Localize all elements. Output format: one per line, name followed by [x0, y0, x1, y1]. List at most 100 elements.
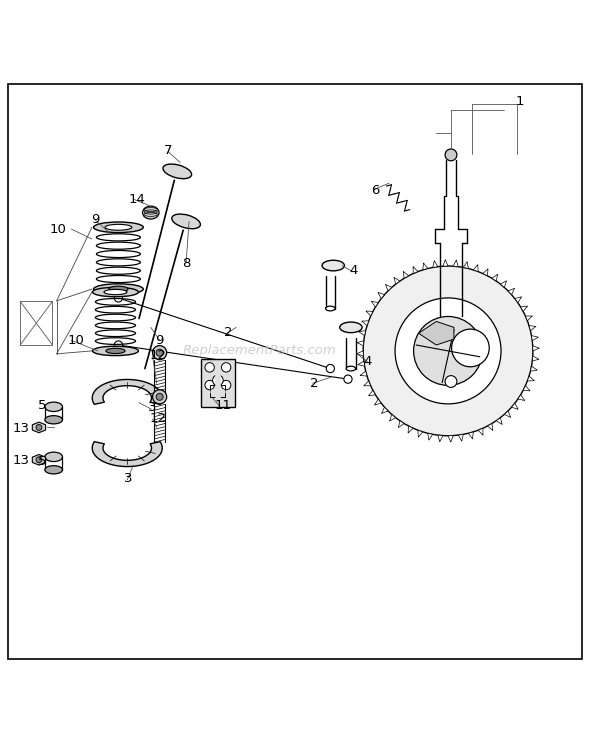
Ellipse shape — [172, 214, 201, 229]
Ellipse shape — [94, 222, 143, 233]
Polygon shape — [468, 432, 473, 439]
Polygon shape — [385, 285, 392, 291]
Circle shape — [344, 375, 352, 383]
Bar — [20, 302, 53, 345]
Polygon shape — [492, 274, 497, 281]
Ellipse shape — [93, 346, 139, 356]
Polygon shape — [357, 341, 364, 345]
Polygon shape — [526, 316, 532, 321]
Circle shape — [326, 364, 335, 373]
Text: 10: 10 — [67, 334, 84, 348]
Polygon shape — [428, 433, 432, 440]
Polygon shape — [527, 376, 535, 381]
Polygon shape — [520, 306, 527, 311]
Ellipse shape — [326, 306, 335, 311]
Polygon shape — [504, 411, 510, 418]
Ellipse shape — [93, 288, 139, 296]
Polygon shape — [448, 435, 453, 442]
Polygon shape — [357, 351, 363, 356]
Polygon shape — [483, 269, 488, 276]
Ellipse shape — [104, 289, 127, 295]
Text: 11: 11 — [214, 399, 231, 412]
Bar — [211, 385, 225, 398]
Text: 1: 1 — [516, 95, 525, 108]
Polygon shape — [360, 372, 367, 376]
Ellipse shape — [340, 322, 362, 333]
Polygon shape — [463, 262, 468, 268]
Text: 7: 7 — [165, 144, 173, 158]
Text: 5: 5 — [38, 399, 46, 412]
Polygon shape — [364, 381, 371, 386]
Polygon shape — [473, 265, 478, 271]
Text: 4: 4 — [364, 355, 372, 368]
Circle shape — [36, 424, 42, 430]
Ellipse shape — [45, 452, 63, 461]
Polygon shape — [533, 345, 539, 351]
Polygon shape — [32, 455, 45, 465]
Polygon shape — [378, 293, 385, 299]
Ellipse shape — [106, 348, 125, 354]
Polygon shape — [496, 418, 502, 424]
Text: 12: 12 — [150, 348, 166, 362]
Text: 12: 12 — [150, 412, 166, 425]
Polygon shape — [529, 325, 536, 331]
Polygon shape — [92, 380, 162, 404]
Polygon shape — [512, 403, 518, 409]
Polygon shape — [366, 311, 373, 316]
Polygon shape — [508, 288, 514, 295]
Polygon shape — [375, 399, 381, 405]
Text: 13: 13 — [12, 422, 30, 435]
Text: 3: 3 — [124, 472, 133, 485]
Polygon shape — [372, 302, 378, 307]
Polygon shape — [408, 426, 413, 433]
Polygon shape — [413, 267, 418, 273]
Polygon shape — [423, 263, 428, 270]
Circle shape — [205, 380, 214, 390]
Polygon shape — [530, 366, 537, 372]
Text: 5: 5 — [38, 455, 46, 468]
Text: 3: 3 — [148, 401, 156, 415]
FancyBboxPatch shape — [201, 359, 235, 407]
Ellipse shape — [143, 206, 159, 219]
Text: 2: 2 — [310, 377, 318, 390]
Polygon shape — [394, 277, 400, 284]
Circle shape — [205, 363, 214, 372]
Text: 9: 9 — [91, 213, 99, 226]
Text: 9: 9 — [155, 334, 163, 348]
Ellipse shape — [109, 286, 128, 292]
Ellipse shape — [45, 415, 63, 424]
Polygon shape — [518, 395, 525, 400]
Polygon shape — [515, 296, 522, 302]
Circle shape — [156, 393, 163, 400]
Text: ReplacementParts.com: ReplacementParts.com — [183, 345, 336, 357]
Text: 6: 6 — [372, 184, 380, 197]
Text: 8: 8 — [182, 257, 191, 270]
Text: 4: 4 — [349, 264, 358, 276]
Polygon shape — [438, 435, 443, 442]
Polygon shape — [523, 386, 530, 391]
Polygon shape — [453, 260, 458, 267]
Ellipse shape — [45, 466, 63, 474]
Polygon shape — [532, 336, 538, 341]
Ellipse shape — [322, 260, 345, 271]
Text: 10: 10 — [50, 223, 67, 236]
Polygon shape — [92, 441, 162, 467]
Circle shape — [363, 266, 533, 435]
Text: 2: 2 — [224, 325, 233, 339]
Circle shape — [153, 390, 167, 404]
Polygon shape — [478, 428, 483, 435]
Circle shape — [395, 298, 501, 404]
Ellipse shape — [45, 402, 63, 412]
Polygon shape — [443, 260, 448, 266]
Polygon shape — [359, 331, 366, 336]
Circle shape — [156, 349, 163, 356]
Circle shape — [36, 457, 42, 463]
Circle shape — [414, 317, 483, 386]
Circle shape — [114, 341, 123, 349]
Circle shape — [451, 329, 489, 367]
Polygon shape — [500, 281, 506, 288]
Circle shape — [221, 363, 231, 372]
Polygon shape — [403, 271, 409, 279]
Circle shape — [221, 380, 231, 390]
Polygon shape — [418, 430, 423, 437]
